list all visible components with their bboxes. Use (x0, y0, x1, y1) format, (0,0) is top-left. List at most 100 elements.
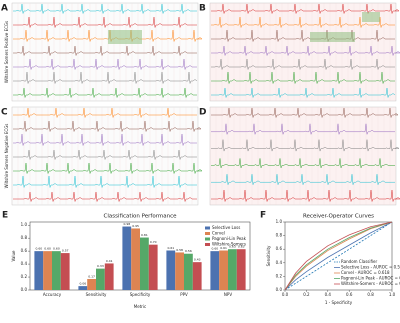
roc-curve (284, 221, 393, 291)
y-tick-label: 0.0 (276, 287, 283, 292)
bar (192, 262, 202, 290)
y-axis-label: Sensitivity (266, 245, 271, 266)
bar (140, 237, 149, 290)
bar (87, 278, 96, 290)
x-tick-label: 0.2 (303, 292, 310, 297)
ecg-trace (13, 149, 197, 160)
ecg-trace (211, 189, 400, 202)
legend-label: Pagnoni-Lin Peak (212, 236, 247, 241)
y-tick-label: 0.8 (276, 233, 283, 238)
ecg-trace (211, 87, 396, 98)
value-label: 0.61 (167, 246, 174, 250)
roc-curve (284, 221, 393, 291)
plot-frame (284, 221, 393, 291)
legend-label: Selective Loss - AUROC = 0.556 (341, 265, 400, 270)
bar (219, 250, 228, 290)
side-label: Wiltshire Somers Positive ECGs (4, 21, 9, 83)
bar (34, 251, 44, 290)
value-label: 0.98 (123, 222, 130, 226)
ecg-trace (211, 174, 395, 185)
value-label: 0.81 (141, 233, 148, 237)
ecg-trace (13, 71, 198, 84)
ecg-trace (13, 3, 197, 14)
value-label: 0.61 (220, 246, 227, 250)
value-label: 0.60 (44, 247, 51, 251)
bar (175, 252, 184, 290)
panel-letter: D (199, 108, 206, 118)
value-label: 0.60 (35, 247, 42, 251)
value-label: 0.63 (229, 245, 236, 249)
y-tick-label: 0.0 (21, 287, 28, 292)
side-label: Wiltshire Somers Negative ECGs (4, 124, 9, 189)
bar (236, 249, 246, 290)
ecg-panel (209, 106, 397, 206)
highlight (310, 32, 355, 42)
x-tick-label: Accuracy (43, 292, 62, 297)
ecg-trace (13, 191, 197, 202)
legend-label: Random Classifier (341, 259, 377, 264)
x-tick-label: NPV (224, 292, 232, 297)
ecg-trace (13, 120, 202, 132)
y-tick-label: 0.2 (276, 273, 283, 278)
bar (210, 251, 220, 290)
value-label: 0.33 (97, 264, 104, 268)
bar (78, 286, 88, 290)
chart-title: Classification Performance (104, 214, 178, 220)
ecg-trace (211, 139, 400, 152)
ecg-trace (211, 158, 395, 168)
legend-swatch (205, 232, 210, 235)
y-tick-label: 0.4 (276, 260, 283, 265)
bar (104, 263, 114, 290)
legend-label: Pagnoni-Lin Peak - AUROC = 0.636 (341, 276, 400, 281)
value-label: 0.41 (106, 259, 113, 263)
x-tick-label: 0.0 (282, 292, 289, 297)
legend-swatch (205, 226, 210, 230)
ecg-trace (211, 29, 395, 42)
ecg-trace (13, 87, 197, 98)
bar (184, 253, 193, 290)
y-tick-label: 0.6 (276, 246, 283, 251)
y-tick-label: 0.4 (21, 261, 28, 266)
ecg-panel (11, 106, 199, 206)
x-axis-label: Metric (134, 304, 146, 309)
ecg-trace (211, 45, 400, 56)
ecg-trace (13, 58, 197, 70)
ecg-trace (13, 162, 203, 174)
ecg-trace (13, 16, 197, 28)
legend-label: Wiltshire-Somers (212, 242, 246, 247)
legend-swatch (205, 243, 210, 246)
bar (228, 249, 237, 290)
ecg-trace (211, 16, 395, 28)
x-tick-label: 0.8 (367, 292, 374, 297)
value-label: 0.17 (88, 274, 95, 278)
bar (122, 226, 132, 290)
value-label: 0.06 (79, 282, 86, 286)
legend-label: Wiltshire-Somers - AUROC = 0.670 (341, 281, 400, 286)
bar (52, 251, 61, 290)
x-tick-label: Specificity (130, 292, 151, 297)
ecg-trace (13, 133, 197, 146)
panel-letter: F (260, 211, 266, 221)
x-tick-label: 0.6 (346, 292, 353, 297)
bar (60, 253, 70, 290)
y-tick-label: 1.0 (276, 219, 283, 224)
value-label: 0.70 (150, 240, 157, 244)
ecg-trace (13, 107, 197, 118)
legend-label: Selective Loss (212, 225, 240, 230)
bar (148, 244, 158, 290)
panel-letter: A (1, 4, 8, 14)
panel-letter: C (1, 108, 8, 118)
y-tick-label: 0.8 (21, 235, 28, 240)
value-label: 0.63 (238, 245, 245, 249)
panel-letter: E (2, 211, 8, 221)
legend-label: Corvel - AUROC = 0.618 (341, 270, 390, 275)
y-axis-label: Value (11, 250, 16, 262)
ecg-trace (211, 58, 395, 70)
x-axis-label: 1 - Specificity (325, 300, 353, 305)
legend-swatch (205, 237, 210, 241)
roc-curve (284, 221, 393, 291)
ecg-trace (211, 3, 400, 14)
x-tick-label: 0.4 (325, 292, 332, 297)
ecg-trace (211, 123, 395, 135)
